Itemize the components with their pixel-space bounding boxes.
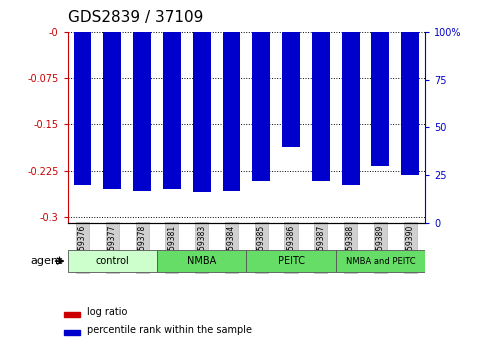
- Text: control: control: [96, 256, 129, 266]
- Bar: [282, 32, 300, 57]
- FancyBboxPatch shape: [246, 250, 336, 272]
- Bar: [371, 32, 389, 79]
- Text: NMBA: NMBA: [187, 256, 216, 266]
- Bar: [133, 32, 151, 190]
- Bar: [401, 32, 419, 175]
- Bar: [282, 32, 300, 147]
- Text: GDS2839 / 37109: GDS2839 / 37109: [68, 10, 203, 25]
- Bar: [312, 32, 330, 181]
- Bar: [252, 32, 270, 133]
- Text: PEITC: PEITC: [278, 256, 304, 266]
- Bar: [401, 32, 419, 114]
- Bar: [341, 32, 359, 185]
- Text: agent: agent: [31, 256, 63, 266]
- Bar: [103, 32, 121, 189]
- Bar: [312, 32, 330, 127]
- Text: log ratio: log ratio: [87, 307, 128, 317]
- Bar: [133, 32, 151, 185]
- Bar: [193, 32, 211, 185]
- Bar: [163, 32, 181, 154]
- Bar: [193, 32, 211, 193]
- Bar: [223, 32, 241, 184]
- FancyBboxPatch shape: [336, 250, 425, 272]
- Bar: [103, 32, 121, 184]
- Bar: [223, 32, 241, 190]
- Bar: [64, 312, 80, 317]
- FancyBboxPatch shape: [157, 250, 246, 272]
- Bar: [73, 32, 91, 185]
- Bar: [371, 32, 389, 166]
- Text: percentile rank within the sample: percentile rank within the sample: [87, 325, 252, 336]
- Bar: [163, 32, 181, 189]
- Bar: [341, 32, 359, 110]
- Bar: [73, 32, 91, 132]
- FancyBboxPatch shape: [68, 250, 157, 272]
- Bar: [252, 32, 270, 181]
- Text: NMBA and PEITC: NMBA and PEITC: [345, 257, 415, 266]
- Bar: [64, 330, 80, 335]
